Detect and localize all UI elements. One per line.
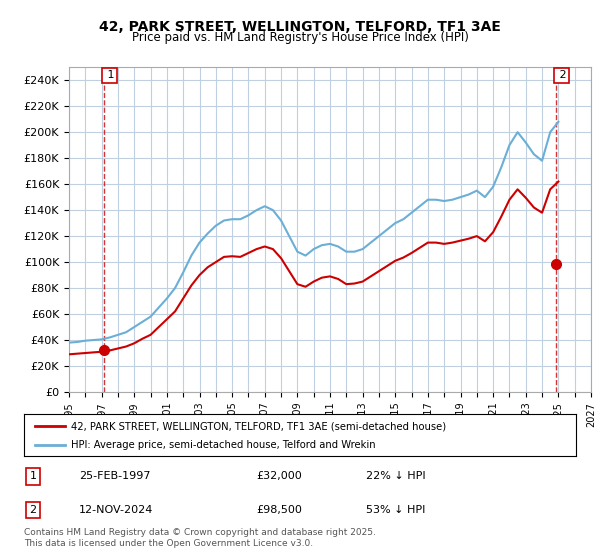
Text: £98,500: £98,500 bbox=[256, 505, 302, 515]
Text: 1: 1 bbox=[29, 472, 37, 482]
Text: 42, PARK STREET, WELLINGTON, TELFORD, TF1 3AE: 42, PARK STREET, WELLINGTON, TELFORD, TF… bbox=[99, 20, 501, 34]
Text: 1: 1 bbox=[104, 71, 115, 81]
Text: Price paid vs. HM Land Registry's House Price Index (HPI): Price paid vs. HM Land Registry's House … bbox=[131, 31, 469, 44]
Text: 2: 2 bbox=[556, 71, 567, 81]
Text: 25-FEB-1997: 25-FEB-1997 bbox=[79, 472, 151, 482]
Text: 53% ↓ HPI: 53% ↓ HPI bbox=[366, 505, 425, 515]
Text: 12-NOV-2024: 12-NOV-2024 bbox=[79, 505, 154, 515]
Text: HPI: Average price, semi-detached house, Telford and Wrekin: HPI: Average price, semi-detached house,… bbox=[71, 440, 376, 450]
Text: 22% ↓ HPI: 22% ↓ HPI bbox=[366, 472, 426, 482]
Text: 2: 2 bbox=[29, 505, 37, 515]
Text: Contains HM Land Registry data © Crown copyright and database right 2025.
This d: Contains HM Land Registry data © Crown c… bbox=[24, 528, 376, 548]
Text: £32,000: £32,000 bbox=[256, 472, 302, 482]
Text: 42, PARK STREET, WELLINGTON, TELFORD, TF1 3AE (semi-detached house): 42, PARK STREET, WELLINGTON, TELFORD, TF… bbox=[71, 421, 446, 431]
